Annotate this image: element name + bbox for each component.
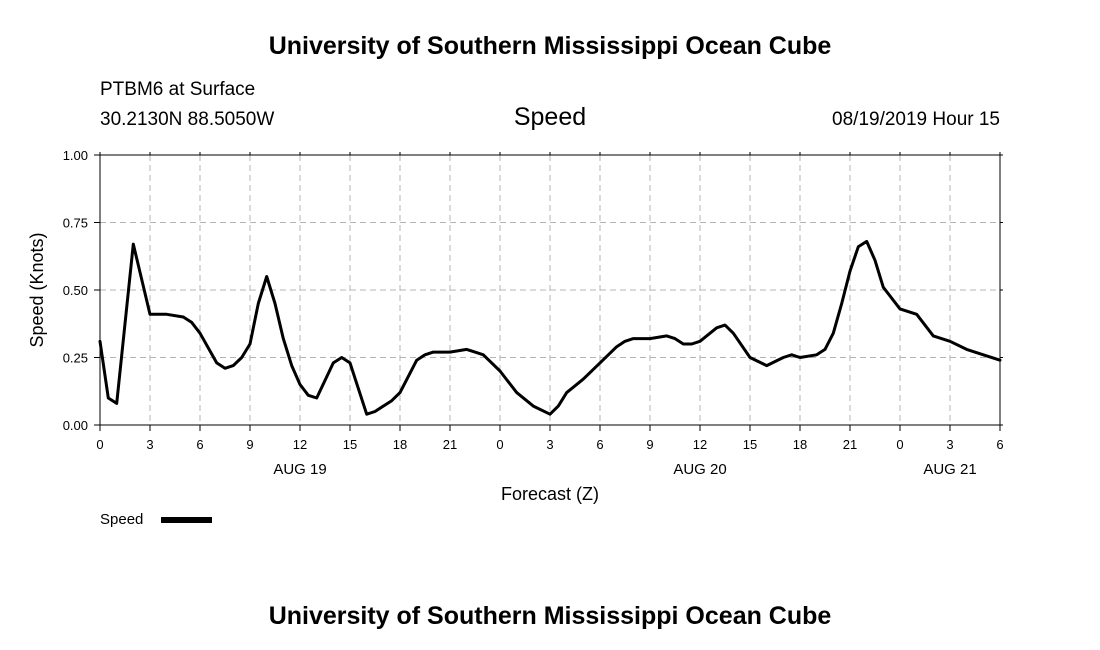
- chart-title: Speed: [514, 103, 586, 131]
- x-axis-label: Forecast (Z): [501, 484, 599, 504]
- x-tick-label: 15: [343, 437, 357, 452]
- y-axis-label: Speed (Knots): [27, 232, 47, 347]
- x-tick-label: 0: [496, 437, 503, 452]
- date-label: AUG 19: [273, 461, 326, 478]
- timestamp-label: 08/19/2019 Hour 15: [832, 109, 1000, 130]
- x-tick-label: 6: [196, 437, 203, 452]
- x-tick-label: 3: [946, 437, 953, 452]
- grid: [100, 155, 1000, 425]
- x-tick-label: 0: [896, 437, 903, 452]
- x-tick-label: 9: [246, 437, 253, 452]
- y-tick-label: 0.50: [63, 283, 88, 298]
- page-title-bottom: University of Southern Mississippi Ocean…: [269, 602, 832, 630]
- x-tick-label: 3: [146, 437, 153, 452]
- x-tick-label: 12: [293, 437, 307, 452]
- date-label: AUG 20: [673, 461, 726, 478]
- plot-frame: [99, 154, 1001, 426]
- x-tick-label: 21: [443, 437, 457, 452]
- page-title-top: University of Southern Mississippi Ocean…: [269, 32, 832, 60]
- station-label: PTBM6 at Surface: [100, 79, 255, 100]
- coordinates-label: 30.2130N 88.5050W: [100, 109, 274, 130]
- x-tick-label: 18: [393, 437, 407, 452]
- speed-series-line: [98, 239, 1002, 416]
- x-tick-label: 3: [546, 437, 553, 452]
- x-tick-label: 9: [646, 437, 653, 452]
- y-tick-label: 0.75: [63, 216, 88, 231]
- x-tick-label: 12: [693, 437, 707, 452]
- x-tick-label: 0: [96, 437, 103, 452]
- axis-ticks: 0.00 0.25 0.50 0.75 1.00 0 3 6 9 12 15 18 21 0 3 6 9 12 15…: [63, 148, 1004, 478]
- date-label: AUG 21: [923, 461, 976, 478]
- x-tick-label: 18: [793, 437, 807, 452]
- legend-label: Speed: [100, 511, 143, 528]
- x-tick-label: 6: [596, 437, 603, 452]
- y-tick-label: 0.00: [63, 418, 88, 433]
- x-tick-label: 6: [996, 437, 1003, 452]
- series-group: [98, 239, 1002, 416]
- y-tick-label: 1.00: [63, 148, 88, 163]
- x-tick-label: 21: [843, 437, 857, 452]
- x-tick-label: 15: [743, 437, 757, 452]
- y-tick-label: 0.25: [63, 351, 88, 366]
